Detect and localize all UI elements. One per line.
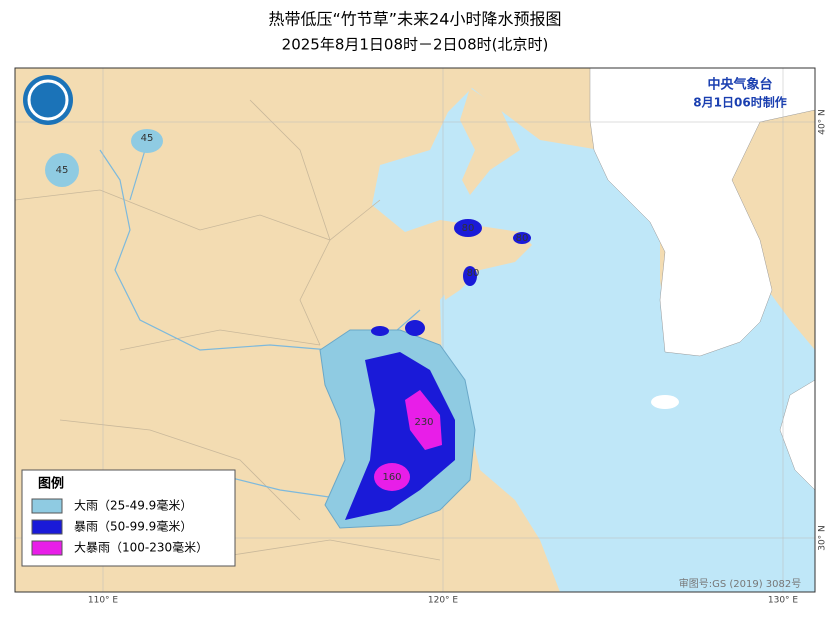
rain-label: 230 bbox=[414, 417, 433, 428]
issued: 8月1日06时制作 bbox=[693, 95, 786, 110]
rain-label: 45 bbox=[141, 133, 154, 144]
legend-swatch bbox=[31, 540, 63, 556]
agency: 中央气象台 bbox=[707, 77, 772, 93]
legend-label: 暴雨（50-99.9毫米） bbox=[74, 519, 192, 534]
logo-ring bbox=[27, 79, 69, 121]
rain-area bbox=[405, 320, 425, 336]
rain-area bbox=[513, 232, 531, 244]
legend-label: 大暴雨（100-230毫米） bbox=[74, 540, 208, 555]
map bbox=[15, 68, 815, 592]
rain-area bbox=[345, 352, 455, 520]
rain-area bbox=[131, 129, 163, 153]
liaodong bbox=[460, 88, 520, 195]
subtitle: 2025年8月1日08时－2日08时(北京时) bbox=[282, 36, 549, 54]
rain-area bbox=[405, 390, 442, 450]
shandong bbox=[405, 220, 532, 300]
legend-swatch bbox=[31, 519, 63, 535]
lon-label: 130° E bbox=[768, 596, 799, 606]
footer: 审图号:GS (2019) 3082号 bbox=[679, 577, 802, 590]
legend-title: 图例 bbox=[38, 476, 64, 492]
rain-label: 80 bbox=[467, 268, 480, 279]
lat-label: 30° N bbox=[818, 525, 828, 551]
rain-area bbox=[454, 219, 482, 237]
rain-label: 45 bbox=[56, 165, 69, 176]
lat-label: 40° N bbox=[818, 109, 828, 135]
legend-label: 大雨（25-49.9毫米） bbox=[74, 498, 192, 513]
lon-label: 110° E bbox=[88, 596, 119, 606]
title: 热带低压“竹节草”未来24小时降水预报图 bbox=[269, 10, 562, 29]
lon-label: 120° E bbox=[428, 596, 459, 606]
rain-label: 80 bbox=[516, 233, 529, 244]
legend-swatch bbox=[31, 498, 63, 514]
japan bbox=[779, 379, 815, 491]
rain-area bbox=[371, 326, 389, 336]
rain-area bbox=[374, 463, 410, 491]
borders bbox=[15, 99, 441, 561]
rain-area bbox=[463, 266, 477, 286]
rain-label: 80 bbox=[462, 223, 475, 234]
map-frame bbox=[14, 67, 816, 593]
sea bbox=[372, 88, 815, 592]
jeju bbox=[651, 395, 679, 409]
rain-area bbox=[45, 153, 79, 187]
rain-label: 160 bbox=[382, 472, 401, 483]
